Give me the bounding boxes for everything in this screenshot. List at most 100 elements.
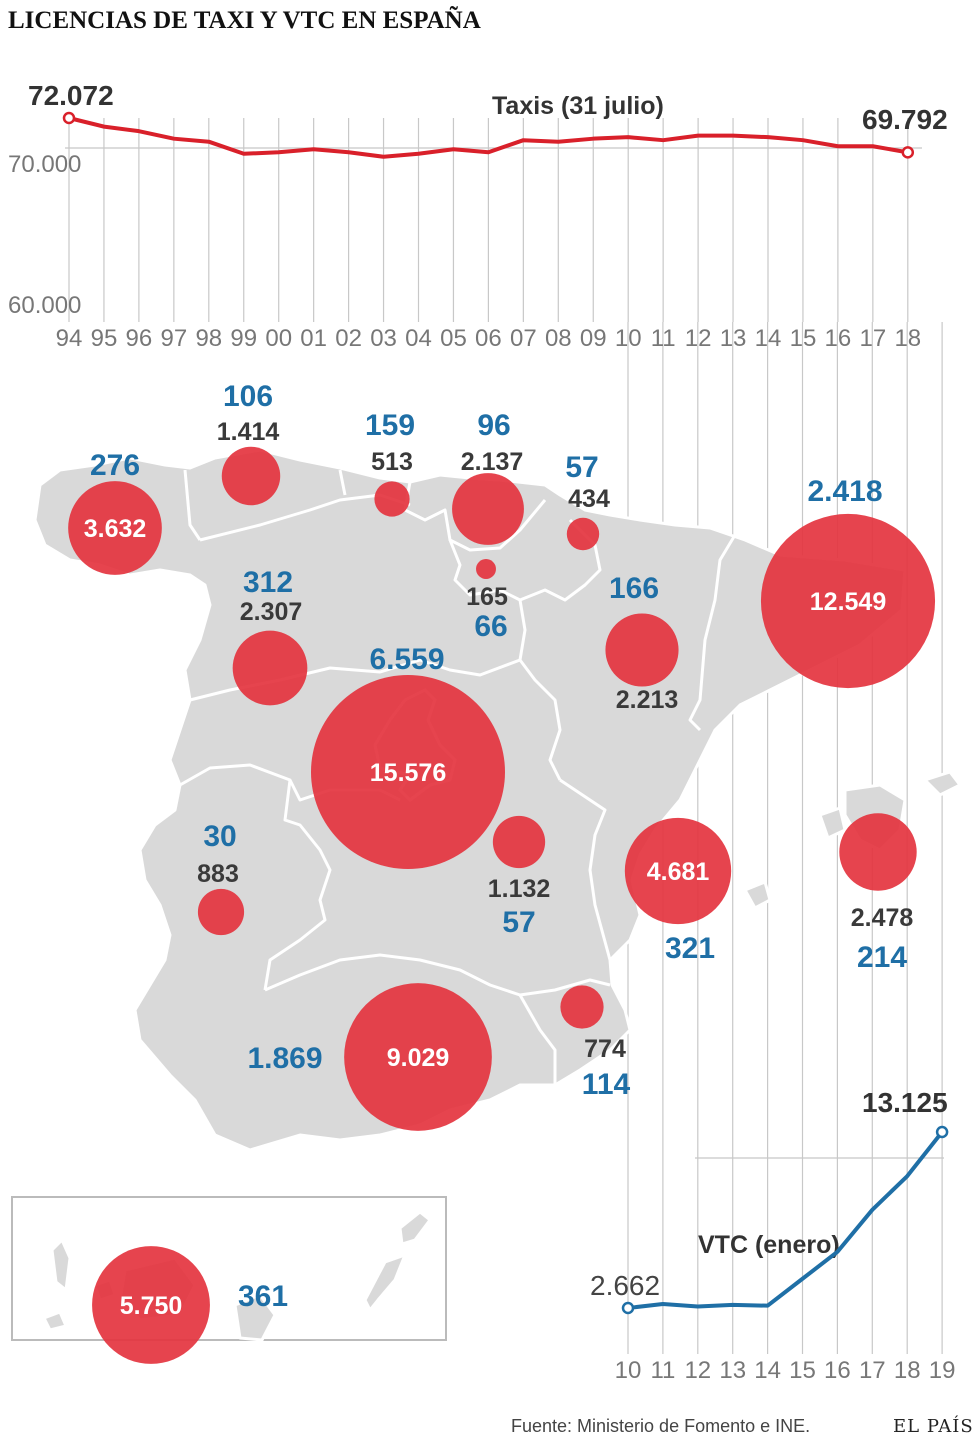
bubble-galicia [68,481,162,575]
taxi-xtick-label: 06 [475,325,502,352]
taxi-label-aragon: 2.213 [616,686,679,714]
vtc-xtick-label: 11 [650,1357,675,1384]
vtc-start-point [621,1301,635,1315]
taxi-xtick-label: 18 [894,325,921,352]
bubble-extremadura [197,888,245,936]
taxi-xtick-label: 05 [440,325,467,352]
bubble-canarias [92,1246,210,1364]
taxi-end-point [901,146,915,159]
bubble-navarra [566,517,600,551]
taxi-xtick-label: 09 [580,325,607,352]
taxi-xtick-label: 11 [651,325,676,352]
bubble-asturias [221,446,281,506]
vtc-xtick-label: 19 [929,1357,956,1384]
bubble-castilla-leon [232,630,308,706]
bubble-andalucia [344,983,492,1131]
mallorca-west-shape [818,806,847,840]
vtc-end-point [935,1125,949,1139]
taxi-xtick-label: 98 [195,325,222,352]
taxi-label-navarra: 434 [568,485,610,513]
taxi-xtick-label: 12 [685,325,712,352]
vtc-xtick-label: 13 [719,1357,746,1384]
bubble-valencia [624,817,732,925]
taxi-xtick-label: 13 [720,325,747,352]
vtc-label-extremadura: 30 [203,820,236,853]
taxi-label-galicia: 3.632 [84,515,147,543]
taxi-xtick-label: 96 [126,325,153,352]
taxi-xtick-label: 03 [370,325,397,352]
bubble-castilla-la-mancha [492,815,546,869]
region-bubbles: 3.6322761.4141065131592.1379643457165662… [68,380,936,1364]
vtc-end-label: 13.125 [862,1087,948,1118]
fuerteventura-shape [363,1253,407,1312]
taxi-xtick-label: 01 [300,325,327,352]
taxi-label-madrid: 15.576 [370,759,446,787]
taxi-xtick-label: 08 [545,325,572,352]
vtc-xtick-label: 18 [894,1357,921,1384]
taxi-label-cantabria: 513 [371,448,413,476]
taxi-xtick-label: 95 [91,325,118,352]
vtc-label-madrid: 6.559 [369,643,444,676]
taxi-label-valencia: 4.681 [647,858,710,886]
taxi-xtick-label: 16 [825,325,852,352]
taxi-xtick-label: 02 [335,325,362,352]
bubble-pais-vasco [452,473,524,545]
taxi-label-asturias: 1.414 [217,418,280,446]
figure-title: LICENCIAS DE TAXI Y VTC EN ESPAÑA [8,6,481,34]
taxi-xtick-label: 97 [160,325,187,352]
bubble-la-rioja [476,559,496,579]
vtc-xtick-label: 14 [754,1357,781,1384]
ibiza-shape [743,880,772,910]
taxi-xtick-label: 07 [510,325,537,352]
bubble-madrid [311,675,505,869]
taxi-xtick-label: 00 [265,325,292,352]
taxi-label-castilla-la-mancha: 1.132 [488,875,551,903]
taxi-ytick-60000: 60.000 [8,292,81,319]
vtc-label-pais-vasco: 96 [477,409,510,442]
taxi-label-castilla-leon: 2.307 [240,598,303,626]
taxi-xtick-label: 10 [615,325,642,352]
bubble-cantabria [374,481,410,517]
taxi-xtick-label: 14 [755,325,782,352]
publisher-brand: EL PAÍS [893,1414,974,1437]
taxi-label-cataluna: 12.549 [810,588,886,616]
taxi-series-name: Taxis (31 julio) [492,92,664,120]
canarias-inset-box [11,1196,447,1341]
vtc-label-cantabria: 159 [365,409,415,442]
taxi-xtick-label: 15 [790,325,817,352]
bubble-murcia [560,985,604,1029]
taxi-label-canarias: 5.750 [120,1292,183,1320]
bubble-cataluna [760,513,936,689]
vtc-xtick-label: 10 [615,1357,642,1384]
vtc-label-valencia: 321 [665,932,715,965]
bubble-aragon [605,613,679,687]
taxi-label-la-rioja: 165 [466,583,508,611]
la-palma-shape [50,1238,72,1292]
vtc-label-asturias: 106 [223,380,273,413]
vtc-label-navarra: 57 [565,451,598,484]
vtc-label-castilla-la-mancha: 57 [502,906,535,939]
taxi-start-label: 72.072 [28,80,114,111]
vtc-label-andalucia: 1.869 [247,1042,322,1075]
vtc-xtick-label: 12 [684,1357,711,1384]
taxi-xtick-label: 17 [859,325,886,352]
lanzarote-shape [398,1210,432,1246]
vtc-series-line [627,1130,944,1310]
taxi-line-chart: 70.000 60.000 Taxis (31 julio) 72.072 69… [8,80,948,352]
vtc-label-canarias: 361 [238,1280,288,1313]
vtc-label-aragon: 166 [609,572,659,605]
taxi-xtick-label: 04 [405,325,432,352]
vtc-label-baleares: 214 [857,941,907,974]
bubble-baleares [839,813,917,891]
vtc-label-la-rioja: 66 [474,610,507,643]
vtc-xtick-label: 16 [824,1357,851,1384]
taxi-label-extremadura: 883 [197,860,239,888]
vtc-label-galicia: 276 [90,449,140,482]
source-note: Fuente: Ministerio de Fomento e INE. [511,1416,810,1436]
taxi-xtick-label: 94 [56,325,83,352]
taxi-label-pais-vasco: 2.137 [461,448,524,476]
taxi-label-murcia: 774 [584,1035,626,1063]
taxi-label-baleares: 2.478 [851,904,914,932]
vtc-label-castilla-leon: 312 [243,566,293,599]
